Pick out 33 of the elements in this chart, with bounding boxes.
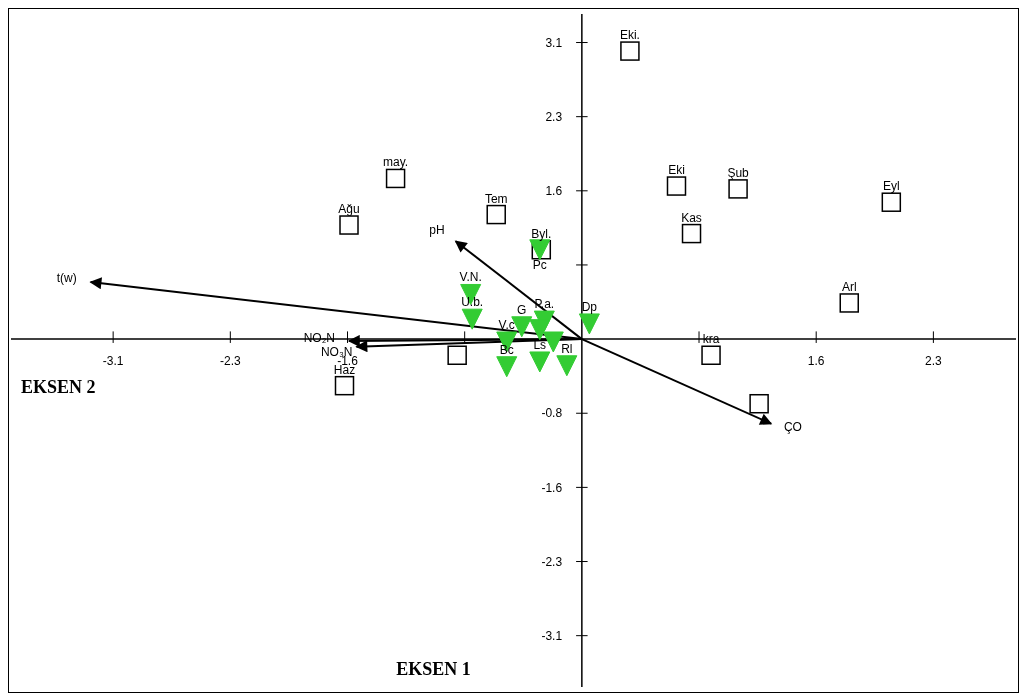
annotation: Arl [841,279,857,294]
y-tick-label: 1.6 [545,184,563,199]
x-tick-label: -3.1 [102,354,124,369]
annotation: V.c [498,317,515,332]
annotation: Kas [681,210,702,225]
annotation: G [517,302,527,317]
y-tick-label: -0.8 [541,406,563,421]
y-tick-label: -1.6 [541,480,563,495]
annotation: Eki [668,163,685,178]
annotation: Eki. [619,28,640,43]
annotation: Byl. [531,226,552,241]
x-tick-label: 2.3 [925,354,943,369]
x-tick-label: 1.6 [807,354,825,369]
annotation: Eyl [882,179,900,194]
y-tick-label: -2.3 [541,554,563,569]
x-axis-title: EKSEN 1 [396,659,471,679]
y-tick-label: 3.1 [545,35,563,50]
y-tick-label: 2.3 [545,109,563,124]
annotation: Tem [484,191,508,206]
annotation: Rl [561,341,573,356]
annotation: may. [383,155,409,170]
series-label: pH [429,222,445,237]
y-tick-label: -3.1 [541,628,563,643]
annotation: Ağu [338,202,360,217]
series-label: ÇO [783,419,802,434]
annotation: Pc [532,258,547,273]
y-axis-title: EKSEN 2 [21,377,96,399]
x-tick-label: -2.3 [219,354,241,369]
series-label: t(w) [56,270,77,285]
annotation: Bc [499,342,514,357]
annotation: Şub [727,165,750,180]
annotation: V.N. [459,270,482,285]
annotation: U.b. [461,295,484,310]
